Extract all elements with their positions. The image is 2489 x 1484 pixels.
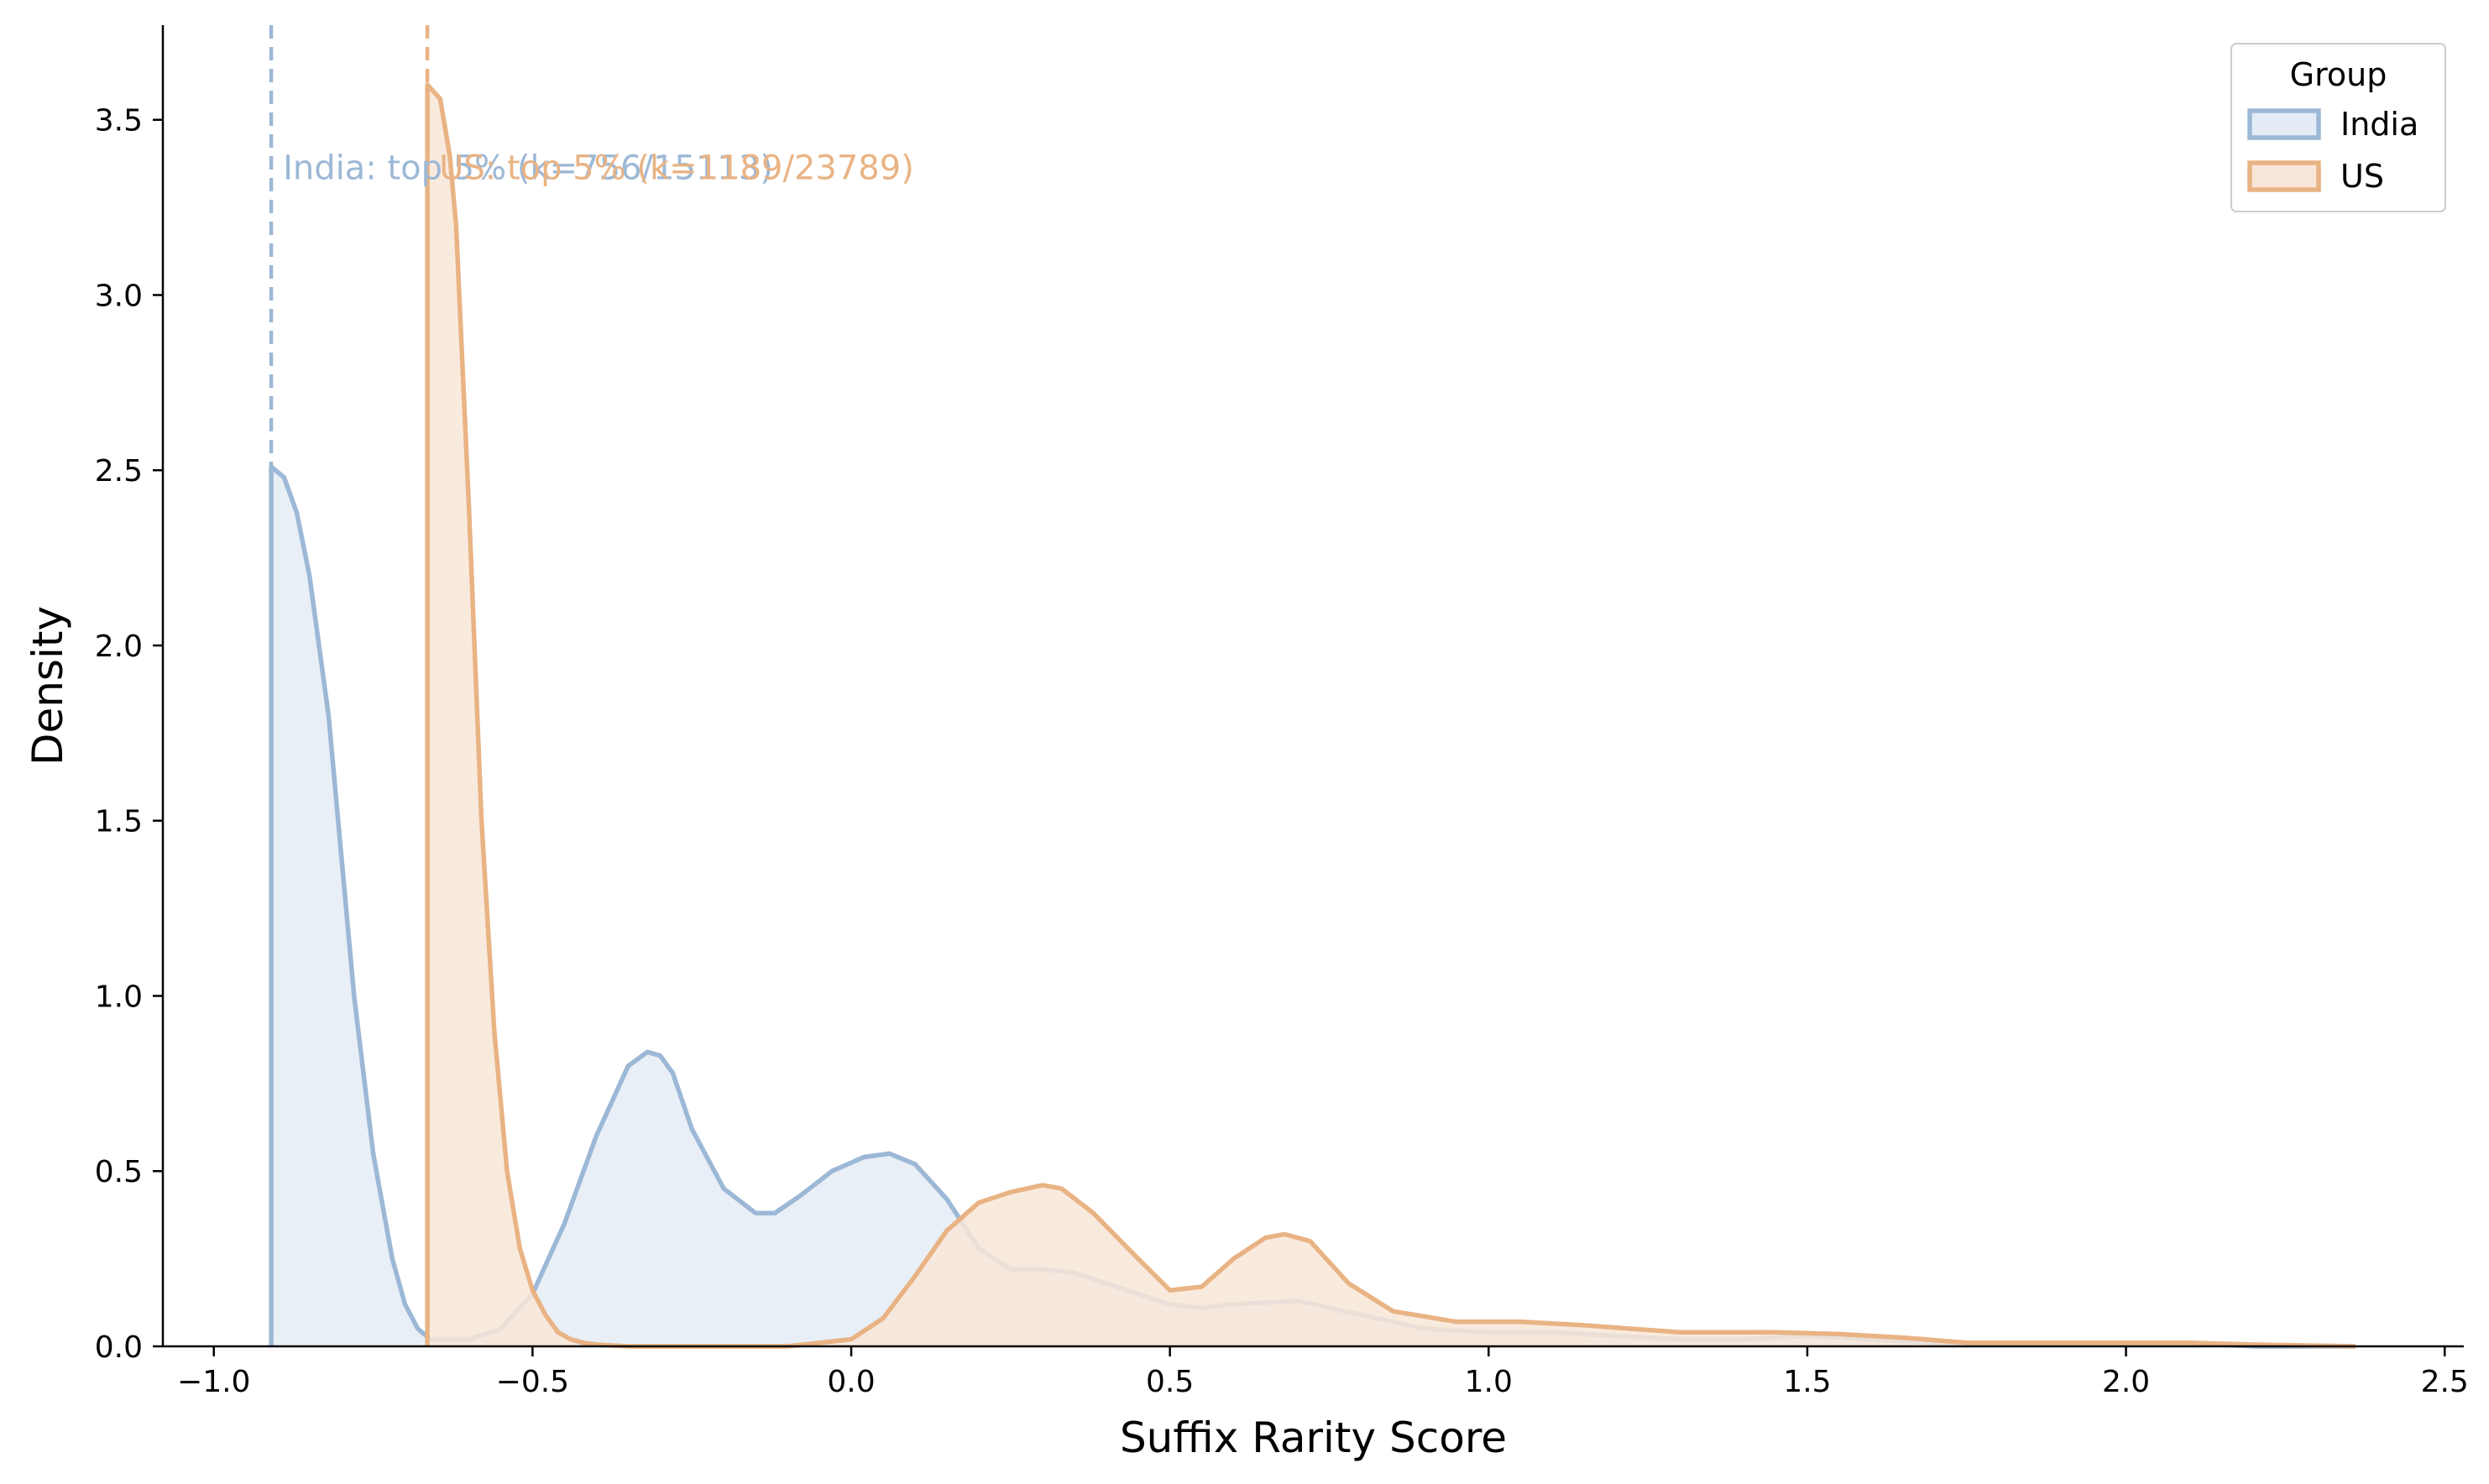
series-layer	[269, 82, 2356, 1349]
x-tick-label: 2.5	[2421, 1365, 2469, 1399]
annotation-india: India: top 5% (k=756/15113)	[283, 149, 773, 188]
legend-label-us: US	[2340, 158, 2384, 195]
threshold-layer	[269, 25, 430, 1346]
annotations: India: top 5% (k=756/15113)US: top 5% (k…	[283, 149, 914, 188]
y-axis-title: Density	[24, 606, 72, 766]
y-tick-label: 3.5	[95, 104, 143, 138]
line-us	[425, 82, 2356, 1349]
x-tick-label: 1.5	[1783, 1365, 1831, 1399]
y-tick-label: 2.5	[95, 454, 143, 489]
y-tick-label: 0.0	[95, 1330, 143, 1365]
x-ticks: −1.0 −0.5 0.0 0.5 1.0 1.5 2.0 2.5	[177, 1346, 2469, 1399]
axes-layer	[161, 25, 2464, 1348]
x-axis-title: Suffix Rarity Score	[1120, 1413, 1507, 1462]
x-tick-label: 1.0	[1465, 1365, 1513, 1399]
legend-entries: India US	[2247, 106, 2418, 195]
area-us	[427, 85, 2356, 1346]
x-tick-label: 2.0	[2102, 1365, 2150, 1399]
y-tick-label: 1.0	[95, 980, 143, 1014]
y-ticks: 0.0 0.5 1.0 1.5 2.0 2.5 3.0 3.5	[95, 104, 163, 1365]
y-tick-label: 0.5	[95, 1155, 143, 1189]
y-tick-label: 1.5	[95, 805, 143, 839]
y-tick-label: 2.0	[95, 630, 143, 664]
legend-title: Group	[2290, 56, 2387, 93]
x-tick-label: −1.0	[177, 1365, 250, 1399]
legend-swatch-us	[2247, 160, 2321, 192]
area-india	[271, 467, 2356, 1346]
x-tick-label: 0.0	[827, 1365, 875, 1399]
x-tick-label: 0.5	[1146, 1365, 1194, 1399]
legend-swatch-india	[2247, 108, 2321, 140]
legend: Group India US	[2230, 43, 2446, 212]
y-tick-label: 3.0	[95, 279, 143, 313]
legend-label-india: India	[2340, 106, 2418, 143]
x-tick-label: −0.5	[496, 1365, 569, 1399]
annotation-us: US: top 5% (k=1189/23789)	[439, 149, 914, 188]
